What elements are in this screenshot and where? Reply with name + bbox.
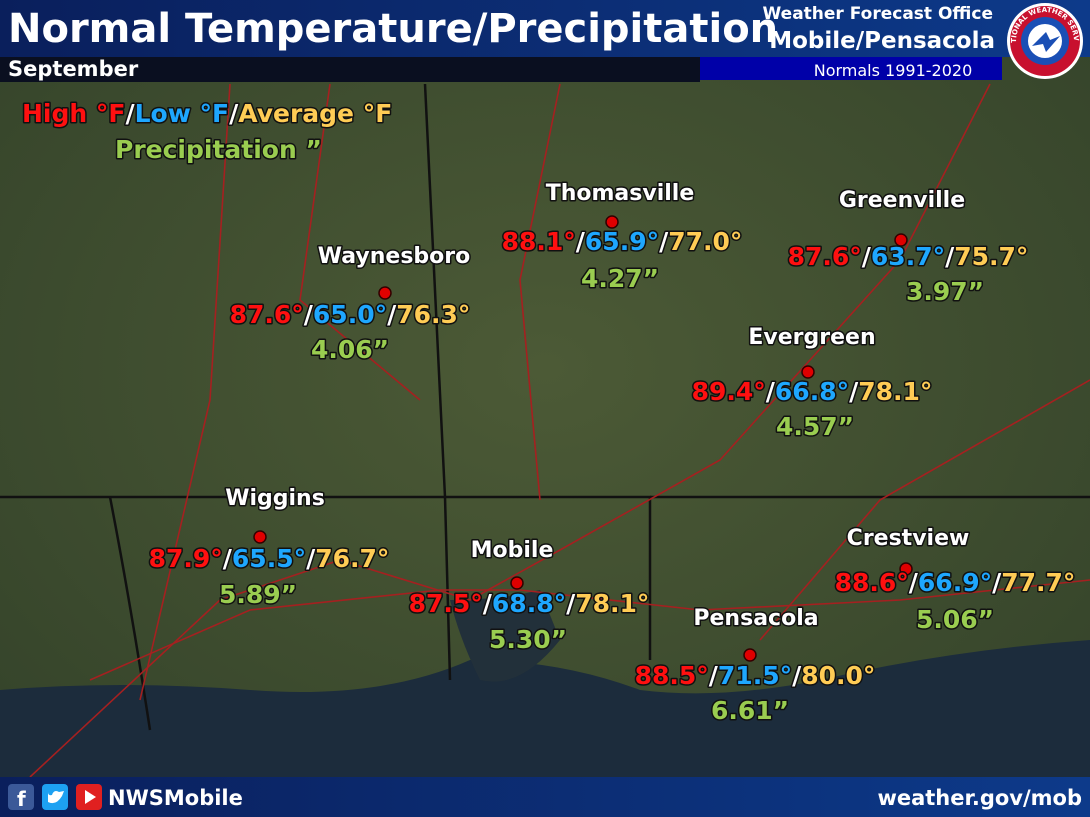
legend-average: Average °F (238, 99, 392, 128)
separator: / (659, 227, 669, 256)
average-temp: 78.1° (575, 589, 649, 618)
city-dot (801, 365, 815, 379)
separator: / (862, 242, 872, 271)
city-dot (510, 576, 524, 590)
legend-high: High °F (22, 99, 125, 128)
city-dot (899, 562, 913, 576)
average-temp: 75.7° (954, 242, 1028, 271)
city-name: Wiggins (225, 486, 325, 511)
high-temp: 88.6° (835, 568, 909, 597)
city-precip: 3.97” (906, 277, 984, 306)
high-temp: 87.5° (409, 589, 483, 618)
average-temp: 76.7° (315, 544, 389, 573)
legend-sep: / (229, 99, 239, 128)
city-dot (253, 530, 267, 544)
normals-label: Normals 1991-2020 (814, 61, 973, 80)
legend-precip: Precipitation ” (115, 135, 322, 164)
city-precip: 4.27” (581, 264, 659, 293)
high-temp: 87.6° (788, 242, 862, 271)
city-precip: 5.06” (916, 605, 994, 634)
city-temps: 87.6°/63.7°/75.7° (788, 242, 1029, 271)
cities: Thomasville88.1°/65.9°/77.0°4.27”Waynesb… (147, 180, 1077, 727)
city-temps: 88.6°/66.9°/77.7° (835, 568, 1076, 597)
legend-temps: High °F/Low °F/Average °F (22, 99, 392, 128)
month-band (0, 57, 700, 82)
city-temps: 87.9°/65.5°/76.7° (149, 544, 390, 573)
city-temps: 89.4°/66.8°/78.1° (692, 377, 933, 406)
separator: / (306, 544, 316, 573)
average-temp: 77.0° (668, 227, 742, 256)
low-temp: 66.9° (918, 568, 992, 597)
city-name: Mobile (471, 538, 554, 563)
separator: / (945, 242, 955, 271)
city-name: Greenville (839, 188, 965, 213)
city-dot (378, 286, 392, 300)
low-temp: 68.8° (492, 589, 566, 618)
city-name: Crestview (847, 526, 970, 551)
city-name: Evergreen (748, 325, 875, 350)
city-temps: 88.1°/65.9°/77.0° (502, 227, 743, 256)
city-temps: 88.5°/71.5°/80.0° (635, 661, 876, 690)
city-dot (894, 233, 908, 247)
separator: / (849, 377, 859, 406)
low-temp: 65.0° (313, 300, 387, 329)
separator: / (792, 661, 802, 690)
separator: / (992, 568, 1002, 597)
low-temp: 66.8° (775, 377, 849, 406)
normals-band (700, 57, 1002, 80)
city-precip: 4.06” (311, 335, 389, 364)
month: September (8, 57, 139, 81)
high-temp: 89.4° (692, 377, 766, 406)
city-name: Waynesboro (318, 244, 471, 269)
high-temp: 87.6° (230, 300, 304, 329)
footer-band (0, 777, 1090, 817)
title: Normal Temperature/Precipitation (8, 6, 778, 52)
average-temp: 80.0° (801, 661, 875, 690)
office-line1: Weather Forecast Office (763, 4, 993, 24)
city-precip: 6.61” (711, 696, 789, 725)
high-temp: 88.1° (502, 227, 576, 256)
separator: / (483, 589, 493, 618)
city-precip: 5.89” (219, 580, 297, 609)
mobile-bay (450, 590, 560, 682)
city-dot (605, 215, 619, 229)
separator: / (304, 300, 314, 329)
separator: / (223, 544, 233, 573)
legend-sep: / (125, 99, 135, 128)
low-temp: 65.5° (232, 544, 306, 573)
average-temp: 76.3° (396, 300, 470, 329)
separator: / (387, 300, 397, 329)
high-temp: 87.9° (149, 544, 223, 573)
social-icons: f (8, 784, 102, 811)
footer-handle: NWSMobile (108, 786, 243, 810)
roads (29, 83, 1090, 778)
average-temp: 78.1° (858, 377, 932, 406)
city-precip: 4.57” (776, 412, 854, 441)
separator: / (909, 568, 919, 597)
header-band (0, 0, 1090, 57)
legend-low: Low °F (135, 99, 229, 128)
gulf-water (0, 640, 1090, 777)
city-precip: 5.30” (489, 625, 567, 654)
low-temp: 65.9° (585, 227, 659, 256)
state-borders (0, 83, 1090, 731)
footer-url: weather.gov/mob (877, 786, 1082, 810)
separator: / (576, 227, 586, 256)
low-temp: 71.5° (718, 661, 792, 690)
low-temp: 63.7° (871, 242, 945, 271)
separator: / (709, 661, 719, 690)
city-temps: 87.6°/65.0°/76.3° (230, 300, 471, 329)
average-temp: 77.7° (1001, 568, 1075, 597)
city-name: Pensacola (693, 606, 818, 631)
separator: / (566, 589, 576, 618)
office-line2: Mobile/Pensacola (769, 28, 995, 54)
high-temp: 88.5° (635, 661, 709, 690)
separator: / (766, 377, 776, 406)
city-name: Thomasville (546, 181, 695, 206)
city-temps: 87.5°/68.8°/78.1° (409, 589, 650, 618)
city-dot (743, 648, 757, 662)
svg-text:f: f (17, 787, 26, 811)
